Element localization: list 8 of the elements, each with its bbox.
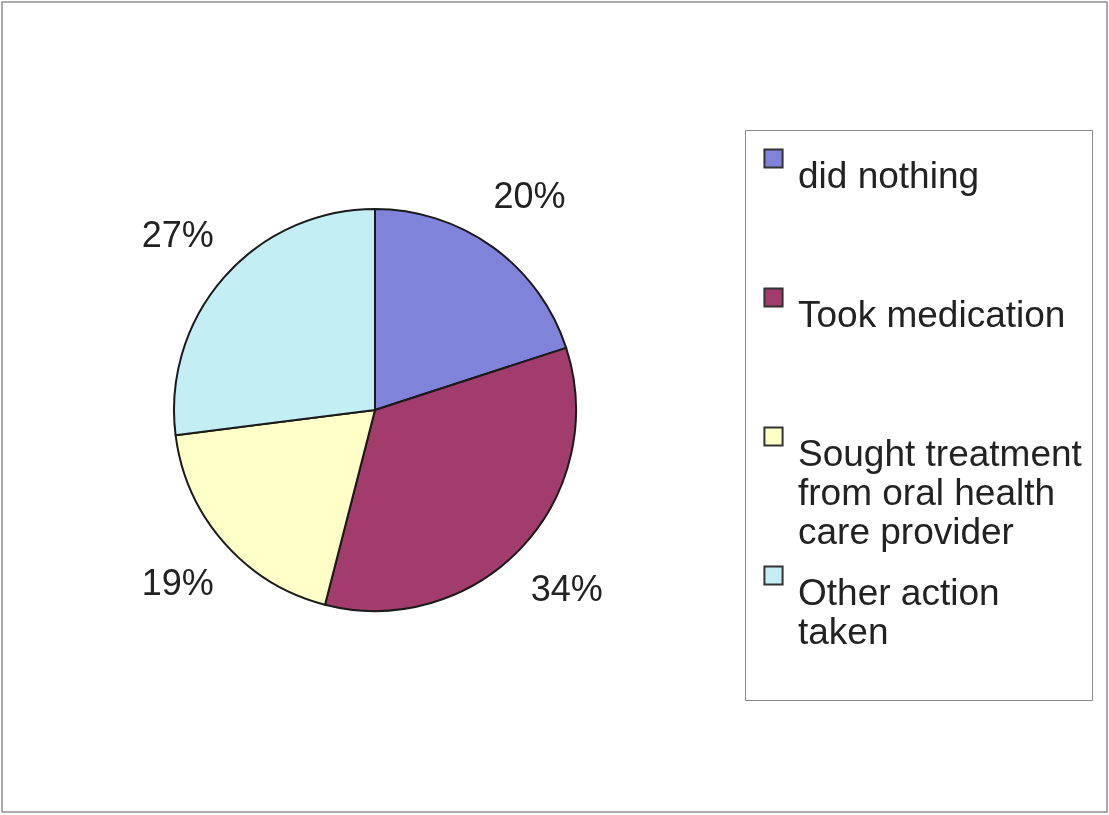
data-label: 20%	[493, 175, 566, 217]
data-label: 19%	[141, 561, 214, 603]
data-label: 34%	[530, 568, 603, 610]
legend-label: Sought treatment from oral health care provider	[798, 432, 1083, 552]
legend-label: Took medication	[798, 293, 1066, 335]
legend-label: Other action taken	[798, 571, 1000, 652]
legend-label: did nothing	[798, 154, 980, 196]
data-label: 27%	[141, 214, 214, 256]
